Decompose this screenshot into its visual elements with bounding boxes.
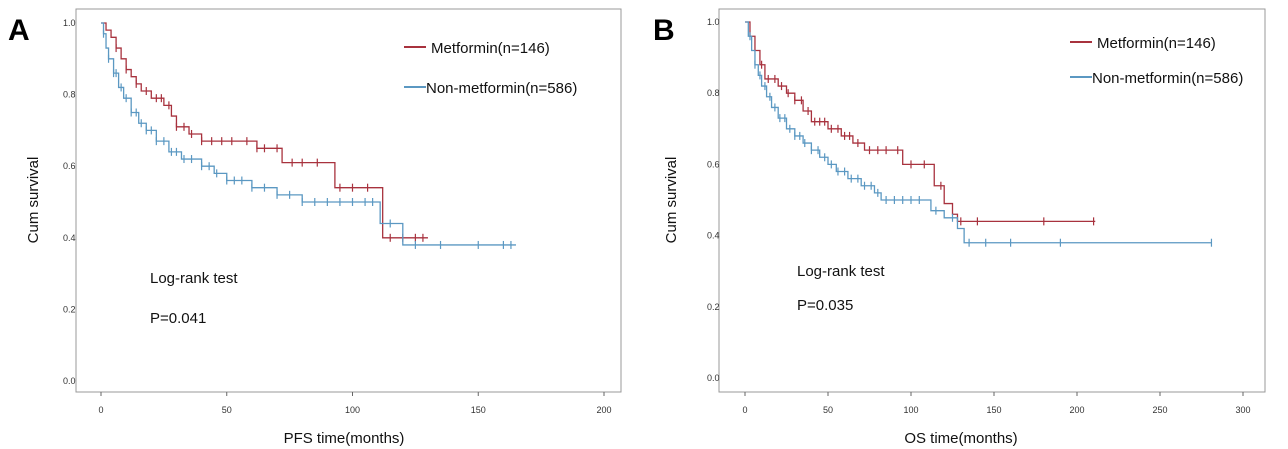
x-axis-ticks: 0 50 100 150 200 (98, 392, 612, 415)
series-metformin (101, 22, 428, 242)
y-tick-label: 0.0 (63, 376, 76, 386)
x-axis-title: OS time(months) (904, 430, 1017, 447)
survival-line (101, 22, 428, 239)
y-axis-title: Cum survival (25, 157, 42, 244)
survival-curves (101, 22, 516, 249)
y-tick-label: 0.4 (63, 233, 76, 243)
legend-label-metformin: Metformin(n=146) (431, 40, 550, 57)
x-tick-label: 50 (222, 405, 232, 415)
y-tick-label: 0.6 (63, 161, 76, 171)
x-tick-label: 300 (1235, 405, 1250, 415)
survival-line (101, 22, 516, 246)
x-tick-label: 0 (742, 405, 747, 415)
survival-line (745, 21, 1096, 223)
plot-frame (718, 8, 1266, 393)
x-axis-title: PFS time(months) (284, 430, 405, 447)
panel-label: B (653, 14, 675, 47)
legend: Metformin(n=146) Non-metformin(n=586) (1070, 35, 1243, 87)
x-tick-label: 100 (903, 405, 918, 415)
y-tick-label: 0.0 (707, 373, 720, 383)
x-tick-label: 50 (823, 405, 833, 415)
y-axis-ticks: 0.0 0.2 0.4 0.6 0.8 1.0 (63, 18, 76, 386)
series-metformin (745, 21, 1096, 226)
y-tick-label: 0.4 (707, 231, 720, 241)
y-tick-label: 1.0 (63, 18, 76, 28)
legend: Metformin(n=146) Non-metformin(n=586) (404, 40, 577, 97)
y-tick-label: 0.8 (707, 88, 720, 98)
p-value: P=0.041 (150, 310, 206, 327)
test-name: Log-rank test (797, 263, 885, 280)
y-tick-label: 1.0 (707, 17, 720, 27)
p-value: P=0.035 (797, 297, 853, 314)
y-tick-label: 0.6 (707, 159, 720, 169)
x-tick-label: 200 (1069, 405, 1084, 415)
x-tick-label: 150 (471, 405, 486, 415)
survival-curves (745, 21, 1213, 247)
x-tick-label: 0 (98, 405, 103, 415)
test-name: Log-rank test (150, 270, 238, 287)
plot-frame (75, 8, 622, 393)
legend-label-non-metformin: Non-metformin(n=586) (1092, 70, 1243, 87)
y-tick-label: 0.2 (63, 304, 76, 314)
panel-label: A (8, 14, 30, 47)
km-panel-b: B 0.00.20.40.60.81.0 0 50 100 150 200 250 300 … (653, 8, 1266, 447)
y-axis-ticks: 0.0 0.2 0.4 0.6 0.8 1.0 (707, 17, 720, 383)
x-tick-label: 250 (1152, 405, 1167, 415)
y-tick-label: 0.2 (707, 302, 720, 312)
km-panel-a: A 0.0 0.2 0.4 0.6 0.8 1.0 0 50 100 150 200 PFS ti… (8, 8, 622, 447)
x-tick-label: 200 (596, 405, 611, 415)
x-axis-ticks: 0 50 100 150 200 250 300 (742, 392, 1251, 415)
legend-label-non-metformin: Non-metformin(n=586) (426, 80, 577, 97)
legend-label-metformin: Metformin(n=146) (1097, 35, 1216, 52)
y-axis-title: Cum survival (663, 157, 680, 244)
series-non-metformin (101, 22, 516, 249)
y-tick-label: 0.8 (63, 90, 76, 100)
x-tick-label: 100 (345, 405, 360, 415)
series-non-metformin (745, 21, 1213, 247)
x-tick-label: 150 (986, 405, 1001, 415)
